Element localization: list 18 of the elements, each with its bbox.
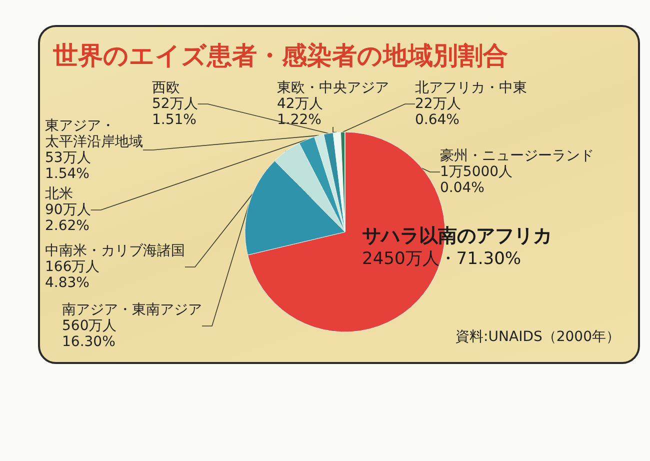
slice-label: 北アフリカ・中東: [415, 80, 527, 96]
slice-label: 北米: [45, 186, 73, 202]
data-label: 90万人 2.62%: [45, 202, 91, 234]
slice-label: 西欧: [152, 80, 180, 96]
slice-label: 中南米・カリブ海諸国: [45, 243, 185, 259]
slice-label: 南アジア・東南アジア: [62, 302, 202, 318]
slice-label: 豪州・ニュージーランド: [440, 148, 594, 164]
text: 資料:UNAIDS（2000年）: [456, 329, 620, 345]
chart-title: 世界のエイズ患者・感染者の地域別割合: [52, 41, 508, 70]
data-label: 22万人 0.64%: [415, 96, 461, 128]
slice-label: 東アジア・太平洋沿岸地域: [45, 118, 143, 150]
data-label: 1万5000人 0.04%: [440, 164, 513, 196]
data-label: 52万人 1.51%: [152, 96, 198, 128]
slice-label: 東欧・中央アジア: [277, 80, 389, 96]
data-label: 53万人 1.54%: [45, 150, 91, 182]
data-label: 166万人 4.83%: [45, 259, 100, 291]
data-label: 560万人 16.30%: [62, 318, 117, 350]
data-label: 42万人 1.22%: [277, 96, 323, 128]
